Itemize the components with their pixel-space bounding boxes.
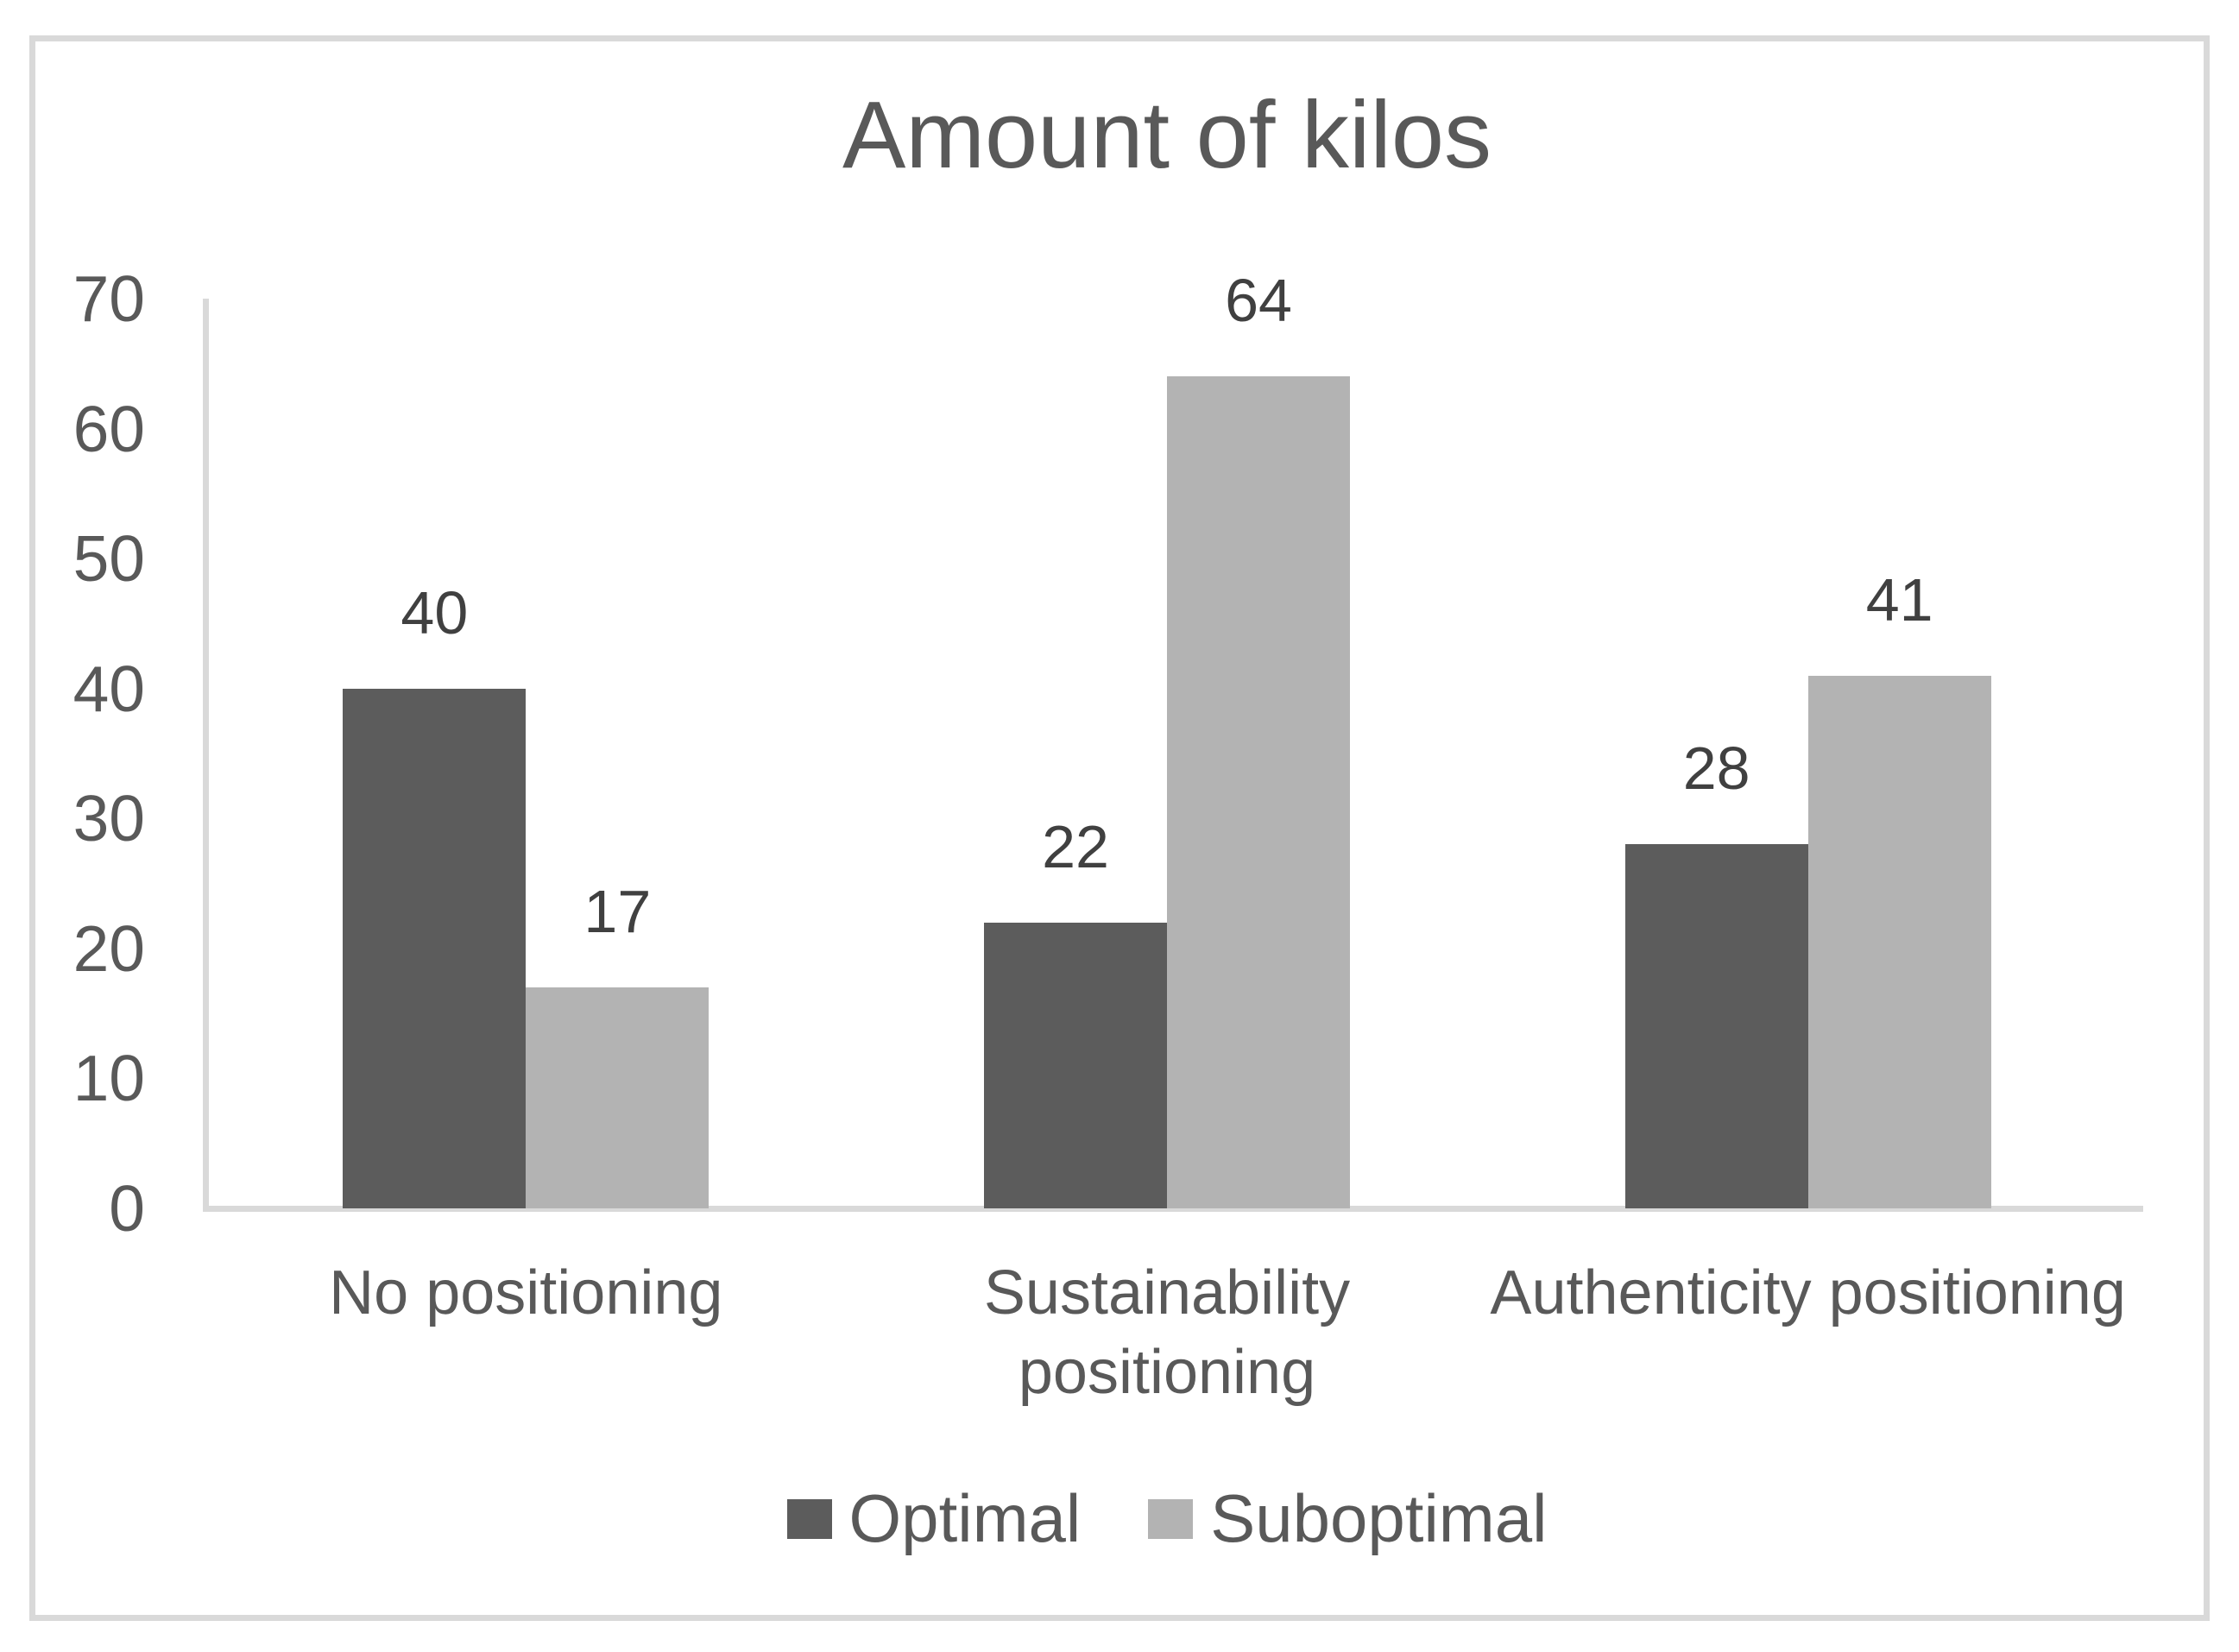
legend: Optimal Suboptimal (205, 1478, 2129, 1560)
category-label-line: positioning (1018, 1338, 1316, 1407)
y-axis-tick-label: 10 (73, 1042, 145, 1115)
bar-value-label: 40 (400, 578, 469, 646)
bar-value-label: 64 (1225, 267, 1292, 335)
x-axis-category-label: No positioning (137, 1253, 914, 1333)
legend-label: Suboptimal (1210, 1480, 1548, 1556)
bar-value-label: 28 (1682, 735, 1750, 803)
y-axis-tick-label: 60 (73, 392, 145, 465)
bar-value-label: 22 (1042, 812, 1109, 880)
bar-suboptimal-3 (1807, 675, 1991, 1208)
y-axis-tick-label: 70 (73, 262, 145, 335)
legend-label: Optimal (848, 1480, 1082, 1556)
category-label-line: Authenticity positioning (1490, 1258, 2126, 1327)
bar-optimal-3 (1624, 844, 1808, 1208)
y-axis-tick-label: 50 (73, 522, 145, 596)
bar-value-label: 41 (1865, 565, 1933, 634)
legend-swatch-suboptimal (1148, 1498, 1194, 1539)
bar-value-label: 17 (583, 878, 652, 946)
legend-item-suboptimal: Suboptimal (1148, 1478, 1547, 1560)
category-label-line: No positioning (329, 1258, 723, 1327)
x-axis-line (203, 1206, 2143, 1212)
legend-swatch-optimal (786, 1498, 832, 1539)
bar-optimal-1 (343, 688, 527, 1208)
category-label-line: Sustainability (983, 1258, 1351, 1327)
legend-item-optimal: Optimal (786, 1478, 1082, 1560)
y-axis-tick-label: 20 (73, 911, 145, 985)
y-axis-tick-label: 30 (73, 782, 145, 855)
bar-suboptimal-1 (526, 987, 710, 1208)
x-axis-category-label: Sustainability positioning (779, 1253, 1555, 1412)
y-axis-tick-label: 40 (73, 652, 145, 725)
x-axis-category-label: Authenticity positioning (1420, 1253, 2197, 1333)
chart-title: Amount of kilos (842, 82, 1492, 188)
y-axis-line (203, 299, 209, 1212)
y-axis-tick-label: 0 (109, 1172, 145, 1245)
bar-optimal-2 (984, 922, 1167, 1208)
bar-suboptimal-2 (1167, 376, 1350, 1208)
